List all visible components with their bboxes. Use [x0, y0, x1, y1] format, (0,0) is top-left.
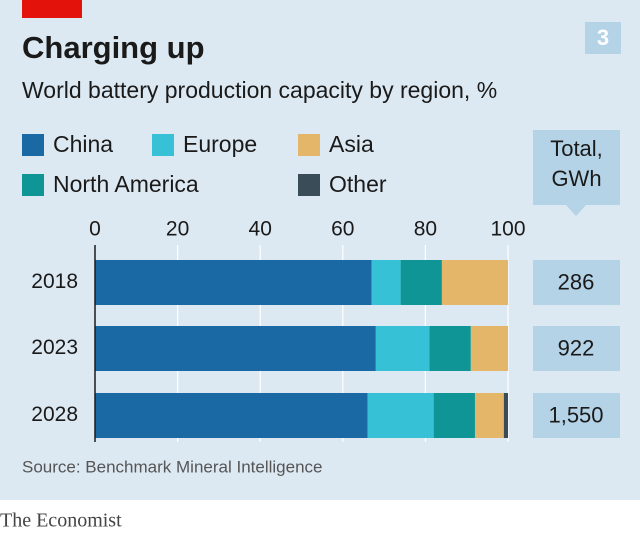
legend-swatch [298, 174, 320, 196]
bar-segment [95, 393, 368, 438]
total-label: 922 [558, 335, 595, 360]
totals-title: Total, GWh [550, 136, 603, 191]
total-box [533, 260, 620, 305]
legend-label: Other [329, 171, 387, 197]
totals-header-box [533, 130, 620, 216]
bar-segment [429, 326, 471, 371]
x-tick-label: 20 [166, 218, 189, 241]
bar-segment [371, 260, 401, 305]
total-box [533, 393, 620, 438]
total-label: 1,550 [548, 402, 603, 427]
x-tick-label: 80 [414, 218, 437, 241]
x-tick-label: 40 [249, 218, 272, 241]
total-label: 286 [558, 269, 595, 294]
total-box [533, 326, 620, 371]
bar-segment [375, 326, 430, 371]
chart-number-box [585, 22, 621, 54]
y-tick-label: 2023 [31, 336, 78, 359]
bar-segment [503, 393, 508, 438]
subtitle: World battery production capacity by reg… [22, 77, 497, 103]
legend-swatch [298, 134, 320, 156]
y-tick-label: 2028 [31, 403, 78, 426]
x-tick-label: 100 [490, 218, 525, 241]
bar-segment [400, 260, 442, 305]
bar-segment [441, 260, 508, 305]
chart-title: Charging up [22, 30, 205, 65]
legend-label: China [53, 131, 113, 157]
chart-number: 3 [597, 25, 609, 50]
source: Source: Benchmark Mineral Intelligence [22, 457, 322, 476]
legend-label: Europe [183, 131, 257, 157]
bar-segment [474, 393, 504, 438]
legend-swatch [22, 174, 44, 196]
x-tick-label: 0 [89, 218, 101, 241]
bar-segment [95, 326, 376, 371]
legend-swatch [22, 134, 44, 156]
bar-segment [95, 260, 372, 305]
legend-label: North America [53, 171, 199, 197]
bar-segment [470, 326, 508, 371]
publisher: The Economist [0, 510, 122, 532]
bar-segment [367, 393, 434, 438]
legend-swatch [152, 134, 174, 156]
y-tick-label: 2018 [31, 270, 78, 293]
x-tick-label: 60 [331, 218, 354, 241]
bar-segment [433, 393, 475, 438]
brand-tag [22, 0, 82, 18]
legend-label: Asia [329, 131, 374, 157]
